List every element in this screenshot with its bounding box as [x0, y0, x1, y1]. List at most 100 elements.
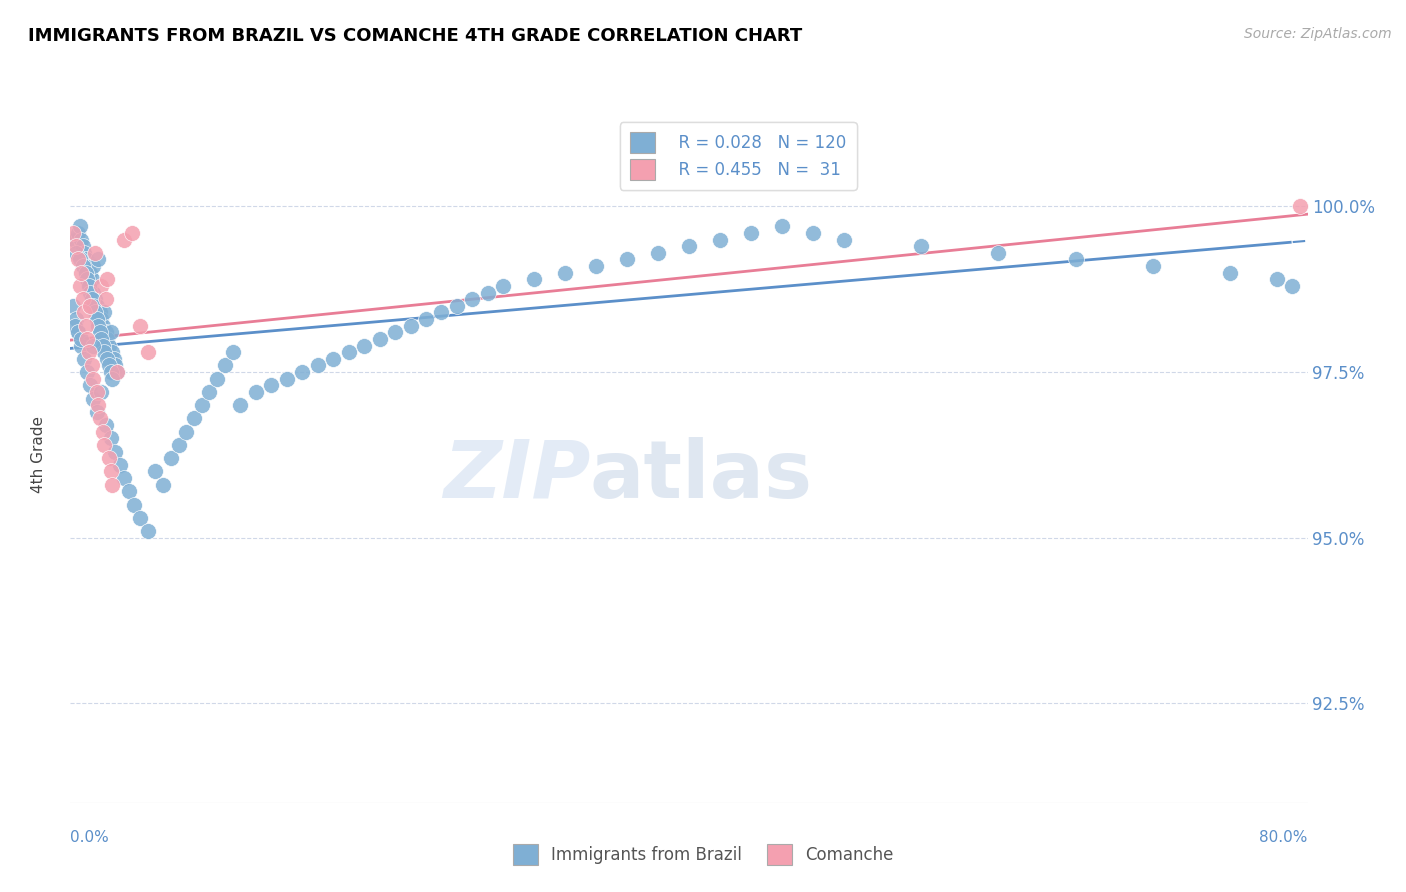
- Point: [337, 345, 360, 359]
- Point: [89, 305, 111, 319]
- Point: [94, 326, 117, 340]
- Point: [82, 338, 105, 352]
- Point: [291, 365, 314, 379]
- Point: [93, 438, 115, 452]
- Point: [80, 359, 103, 373]
- Point: [322, 351, 344, 366]
- Point: [76, 332, 98, 346]
- Point: [245, 384, 267, 399]
- Point: [1281, 279, 1303, 293]
- Point: [207, 372, 229, 386]
- Point: [67, 226, 90, 240]
- Point: [616, 252, 638, 267]
- Point: [86, 405, 108, 419]
- Point: [96, 351, 118, 366]
- Point: [67, 326, 90, 340]
- Point: [801, 226, 824, 240]
- Point: [678, 239, 700, 253]
- Point: [91, 338, 114, 352]
- Point: [222, 345, 245, 359]
- Point: [585, 259, 607, 273]
- Point: [307, 359, 329, 373]
- Point: [94, 292, 117, 306]
- Point: [129, 318, 152, 333]
- Point: [987, 245, 1010, 260]
- Point: [152, 477, 174, 491]
- Point: [90, 312, 112, 326]
- Point: [70, 332, 93, 346]
- Point: [79, 266, 101, 280]
- Point: [91, 318, 114, 333]
- Point: [73, 245, 96, 260]
- Point: [76, 365, 98, 379]
- Point: [69, 219, 91, 234]
- Point: [709, 233, 731, 247]
- Point: [87, 398, 110, 412]
- Point: [101, 345, 124, 359]
- Point: [96, 332, 118, 346]
- Point: [90, 332, 112, 346]
- Text: Source: ZipAtlas.com: Source: ZipAtlas.com: [1244, 27, 1392, 41]
- Point: [740, 226, 762, 240]
- Point: [72, 259, 94, 273]
- Point: [75, 259, 97, 273]
- Point: [73, 351, 96, 366]
- Point: [87, 318, 110, 333]
- Point: [63, 233, 86, 247]
- Point: [100, 326, 122, 340]
- Point: [79, 285, 101, 300]
- Point: [75, 318, 97, 333]
- Point: [1289, 199, 1312, 213]
- Point: [114, 233, 135, 247]
- Point: [70, 338, 93, 352]
- Point: [104, 359, 127, 373]
- Point: [62, 226, 84, 240]
- Point: [101, 372, 124, 386]
- Point: [93, 345, 115, 359]
- Point: [108, 458, 131, 472]
- Point: [67, 326, 90, 340]
- Point: [86, 299, 108, 313]
- Point: [84, 292, 107, 306]
- Point: [554, 266, 576, 280]
- Point: [647, 245, 669, 260]
- Point: [91, 425, 114, 439]
- Point: [136, 345, 159, 359]
- Point: [94, 418, 117, 433]
- Point: [69, 279, 91, 293]
- Point: [98, 338, 120, 352]
- Point: [1265, 272, 1288, 286]
- Point: [523, 272, 546, 286]
- Point: [84, 305, 107, 319]
- Point: [62, 299, 84, 313]
- Point: [477, 285, 499, 300]
- Point: [1064, 252, 1087, 267]
- Point: [183, 411, 205, 425]
- Point: [384, 326, 406, 340]
- Point: [98, 451, 120, 466]
- Point: [82, 372, 105, 386]
- Point: [76, 266, 98, 280]
- Point: [415, 312, 437, 326]
- Point: [103, 351, 125, 366]
- Point: [79, 279, 101, 293]
- Point: [82, 392, 105, 406]
- Point: [75, 252, 97, 267]
- Legend: Immigrants from Brazil, Comanche: Immigrants from Brazil, Comanche: [502, 834, 904, 875]
- Point: [121, 226, 143, 240]
- Text: atlas: atlas: [591, 437, 813, 515]
- Point: [910, 239, 932, 253]
- Point: [70, 233, 93, 247]
- Point: [160, 451, 183, 466]
- Point: [79, 378, 101, 392]
- Point: [82, 259, 105, 273]
- Point: [75, 266, 97, 280]
- Point: [100, 431, 122, 445]
- Point: [69, 252, 91, 267]
- Point: [79, 299, 101, 313]
- Point: [98, 359, 120, 373]
- Point: [276, 372, 298, 386]
- Point: [65, 245, 87, 260]
- Point: [492, 279, 515, 293]
- Point: [82, 299, 105, 313]
